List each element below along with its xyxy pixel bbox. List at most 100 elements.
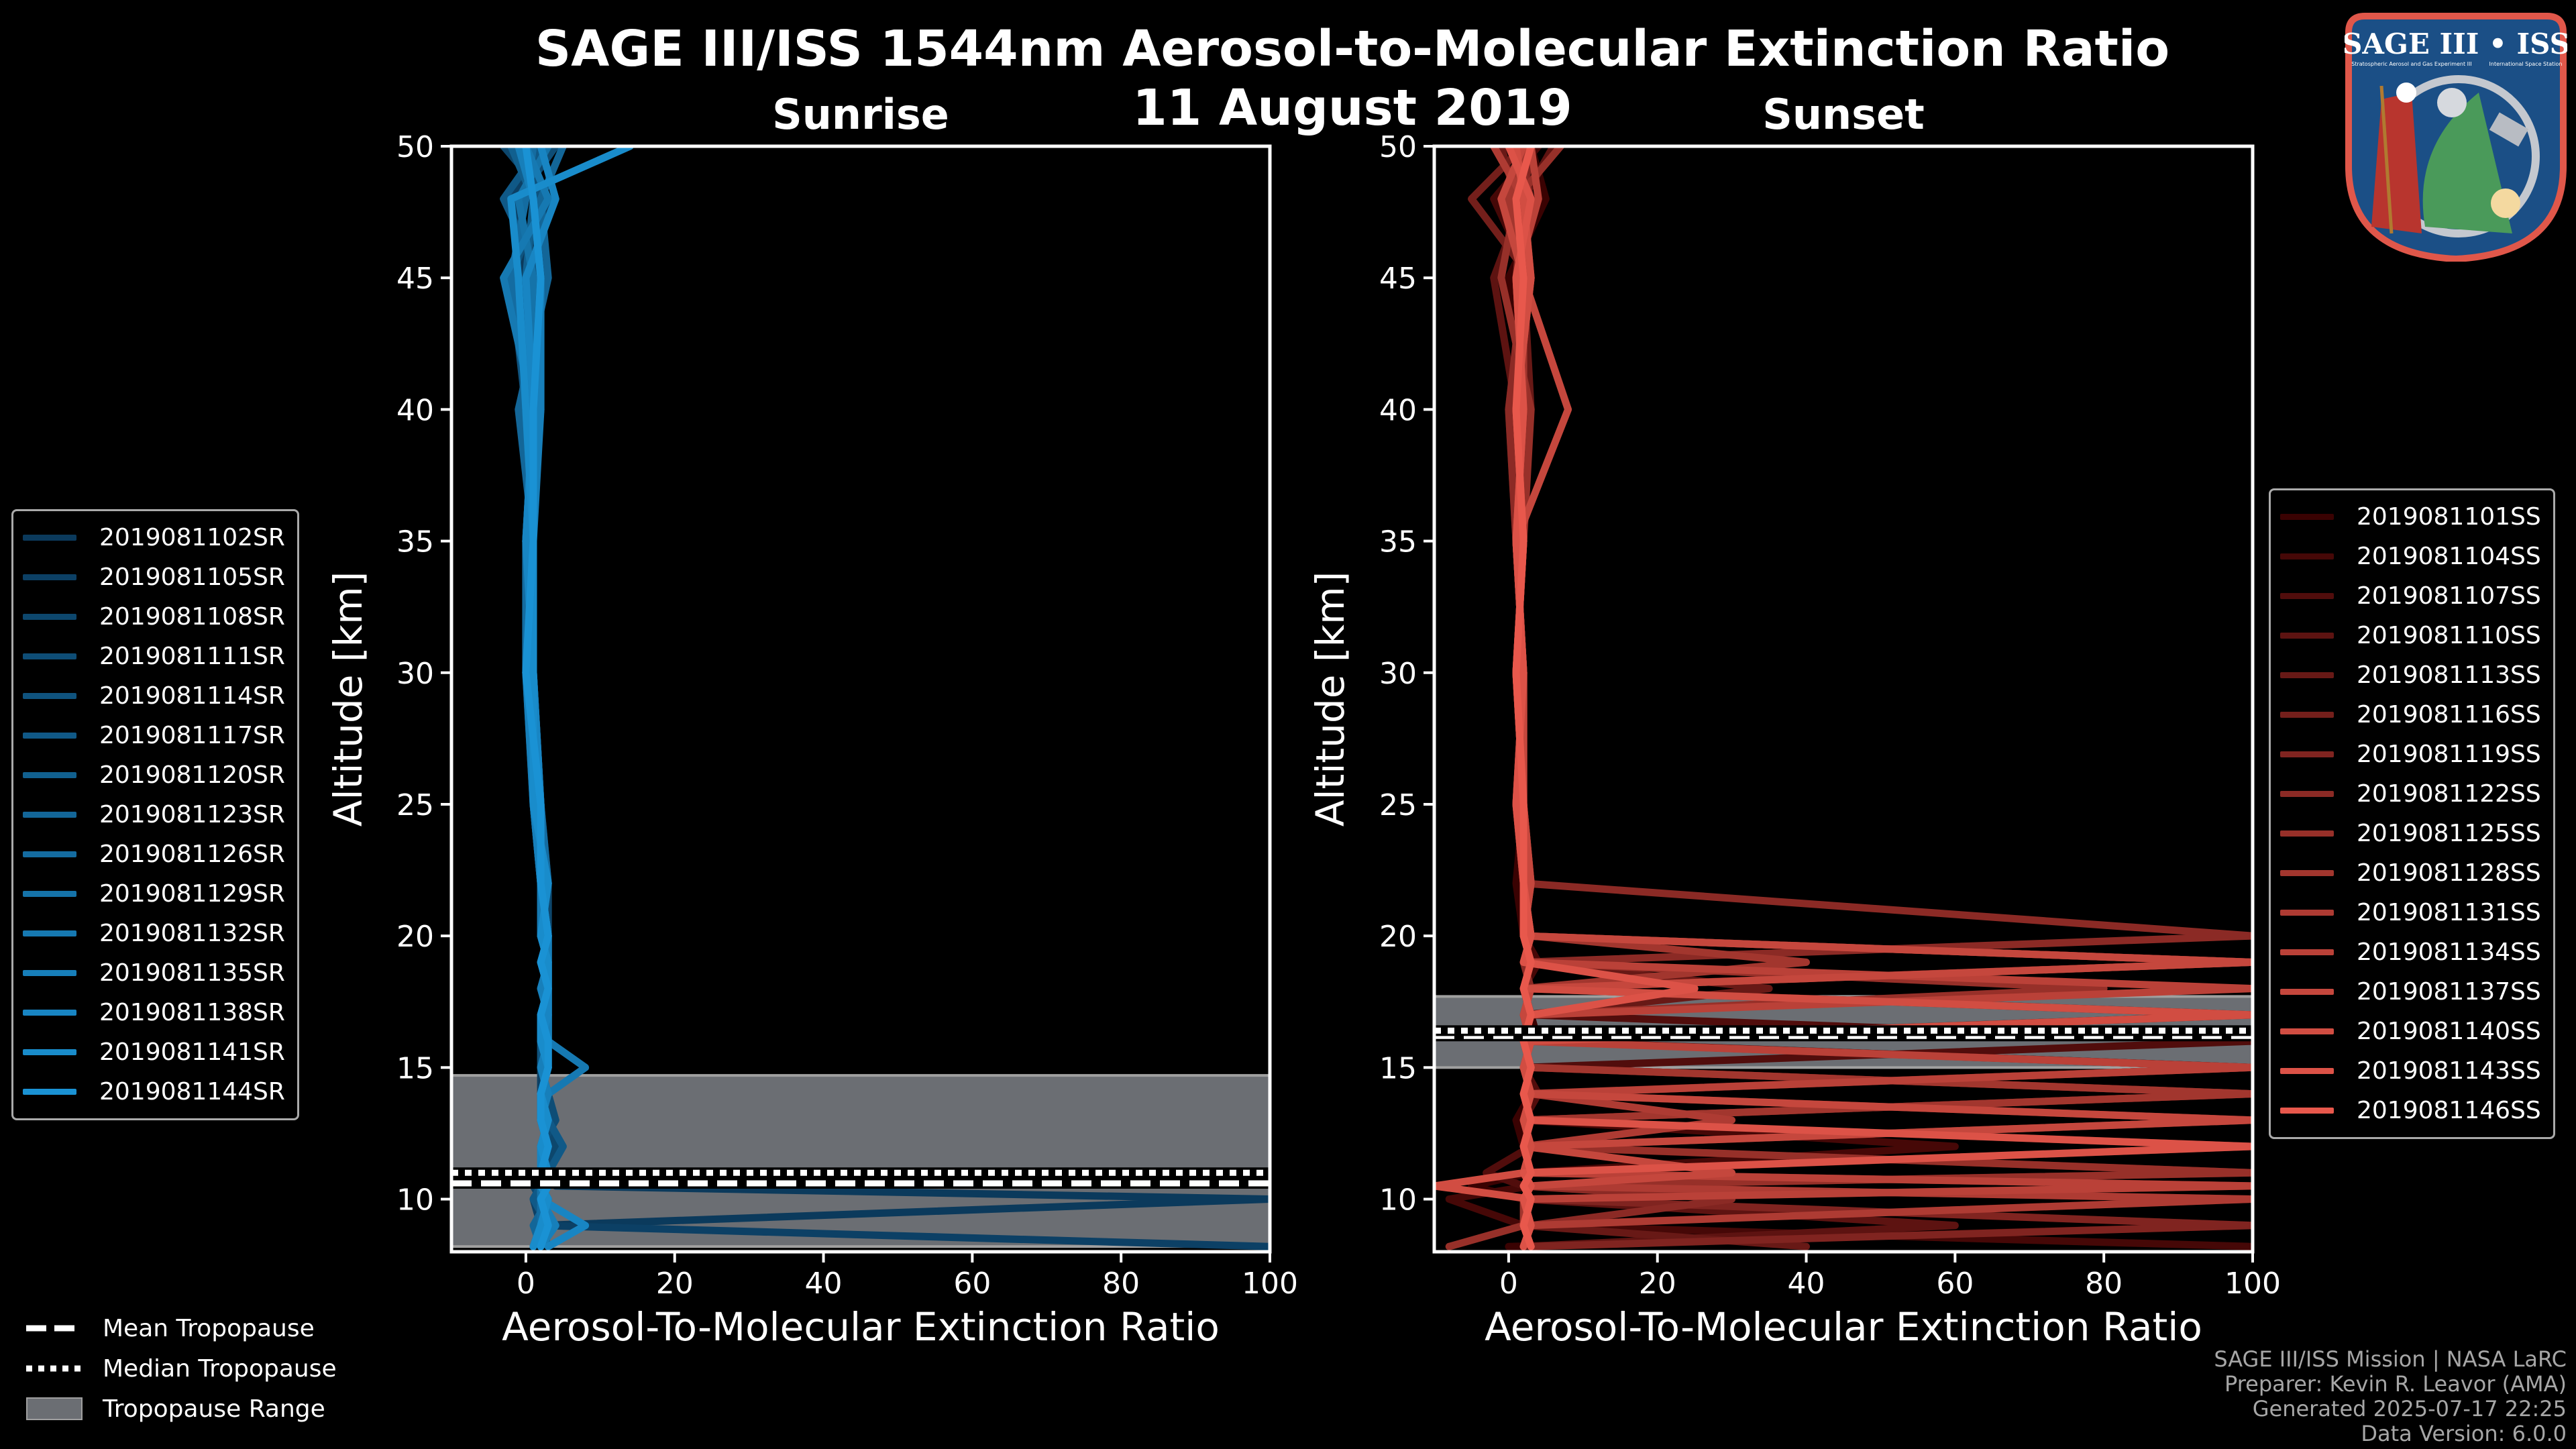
y-tick-label: 50 [1379,130,1417,164]
y-tick-label: 10 [1379,1183,1417,1218]
svg-text:Stratospheric Aerosol and Gas: Stratospheric Aerosol and Gas Experiment… [2351,61,2471,67]
legend-item: 2019081108SR [23,597,285,637]
profile-2019081146SS [1512,146,1535,1250]
tropopause-range-band [450,1074,1271,1248]
legend-item: 2019081126SR [23,835,285,874]
legend-tropopause-range: Tropopause Range [26,1389,337,1429]
footer-version: Data Version: 6.0.0 [2361,1421,2567,1446]
legend-label: 2019081140SS [2357,1018,2541,1045]
legend-label: 2019081116SS [2357,701,2541,729]
x-tick-label: 80 [1102,1267,1140,1301]
legend-swatch [23,535,76,541]
axes-sunrise: 0 20 40 60 80 100 10 15 20 25 30 35 40 45 50 Aerosol-To… [325,130,1298,1350]
x-tick-label: 60 [953,1267,991,1301]
legend-label: 2019081110SS [2357,622,2541,649]
footer-generated: Generated 2025-07-17 22:25 [2252,1396,2567,1421]
legend-label: Tropopause Range [103,1395,325,1423]
dashed-line-icon [26,1325,83,1332]
y-tick-label: 40 [1379,393,1417,427]
legend-item: 2019081144SR [23,1072,285,1112]
y-tick-label: 50 [396,130,434,164]
legend-swatch [2280,949,2334,955]
y-tick-label: 45 [396,262,434,296]
x-tick-label: 0 [517,1267,535,1301]
legend-label: 2019081113SS [2357,661,2541,689]
legend-item: 2019081111SR [23,637,285,676]
legend-item: 2019081110SS [2280,616,2541,655]
legend-swatch [2280,870,2334,876]
legend-item: 2019081101SS [2280,497,2541,537]
legend-swatch [23,891,76,897]
legend-item: 2019081116SS [2280,695,2541,735]
legend-label: 2019081114SR [99,682,285,710]
legend-item: 2019081131SS [2280,893,2541,932]
legend-item: 2019081132SR [23,914,285,953]
axes-sunset: 0 20 40 60 80 100 10 15 20 25 30 35 40 45 50 Aerosol-To… [1307,130,2281,1350]
legend-label: 2019081125SS [2357,820,2541,847]
legend-swatch [23,1049,76,1055]
legend-label: 2019081101SS [2357,503,2541,531]
legend-label: 2019081135SR [99,959,285,987]
legend-item: 2019081113SS [2280,655,2541,695]
x-tick-label: 80 [2085,1267,2123,1301]
legend-item: 2019081125SS [2280,814,2541,853]
y-axis-label: Altitude [km] [1307,572,1353,826]
legend-label: 2019081144SR [99,1078,285,1106]
legend-label: 2019081126SR [99,841,285,868]
x-tick-label: 60 [1936,1267,1974,1301]
legend-mean-tropopause: Mean Tropopause [26,1308,337,1348]
legend-item: 2019081137SS [2280,972,2541,1012]
legend-item: 2019081134SS [2280,932,2541,972]
y-tick-label: 35 [396,525,434,559]
legend-swatch [23,812,76,818]
svg-text:International Space Station: International Space Station [2489,61,2563,67]
x-tick-label: 40 [805,1267,843,1301]
y-tick-label: 10 [396,1183,434,1218]
legend-label: 2019081102SR [99,524,285,551]
legend-label: 2019081120SR [99,761,285,789]
legend-swatch [23,772,76,778]
axes-frame [449,144,1272,1254]
chart-title: SAGE III/ISS 1544nm Aerosol-to-Molecular… [535,20,2170,78]
profile-2019081134SS [1512,146,2253,1250]
legend-swatch [23,1010,76,1016]
legend-swatch [2280,751,2334,757]
sage-iii-iss-logo: SAGE III • ISS Stratospheric Aerosol and… [2345,13,2567,262]
legend-swatch [2280,593,2334,599]
legend-label: 2019081117SR [99,722,285,749]
footer-credits: SAGE III/ISS Mission | NASA LaRC Prepare… [2214,1347,2567,1446]
chart-date: 11 August 2019 [1132,79,1572,137]
y-axis-label: Altitude [km] [325,572,371,826]
logo-text: SAGE III • ISS [2345,28,2567,60]
legend-swatch [2280,791,2334,797]
y-tick-label: 30 [1379,657,1417,691]
legend-item: 2019081117SR [23,716,285,755]
legend-item: 2019081122SS [2280,774,2541,814]
legend-label: Mean Tropopause [103,1314,315,1342]
legend-swatch [23,653,76,659]
legend-swatch [2280,830,2334,837]
legend-median-tropopause: Median Tropopause [26,1348,337,1389]
legend-item: 2019081146SS [2280,1091,2541,1130]
legend-item: 2019081135SR [23,953,285,993]
sunset-legend: 2019081101SS 2019081104SS 2019081107SS 2019… [2269,488,2555,1139]
profile-lines [1434,146,2253,1250]
legend-item: 2019081120SR [23,755,285,795]
legend-label: 2019081146SS [2357,1097,2541,1124]
legend-label: 2019081132SR [99,920,285,947]
x-tick-label: 0 [1499,1267,1518,1301]
gray-band-icon [26,1397,83,1420]
legend-swatch [23,930,76,936]
legend-label: 2019081138SR [99,999,285,1026]
legend-item: 2019081129SR [23,874,285,914]
y-tick-label: 20 [1379,920,1417,954]
legend-label: 2019081129SR [99,880,285,908]
sunrise-subtitle: Sunrise [772,90,949,139]
legend-item: 2019081141SR [23,1032,285,1072]
legend-swatch [2280,1028,2334,1034]
y-tick-label: 35 [1379,525,1417,559]
x-tick-label: 20 [656,1267,694,1301]
legend-item: 2019081128SS [2280,853,2541,893]
x-axis-label: Aerosol-To-Molecular Extinction Ratio [1485,1304,2202,1350]
legend-label: 2019081128SS [2357,859,2541,887]
